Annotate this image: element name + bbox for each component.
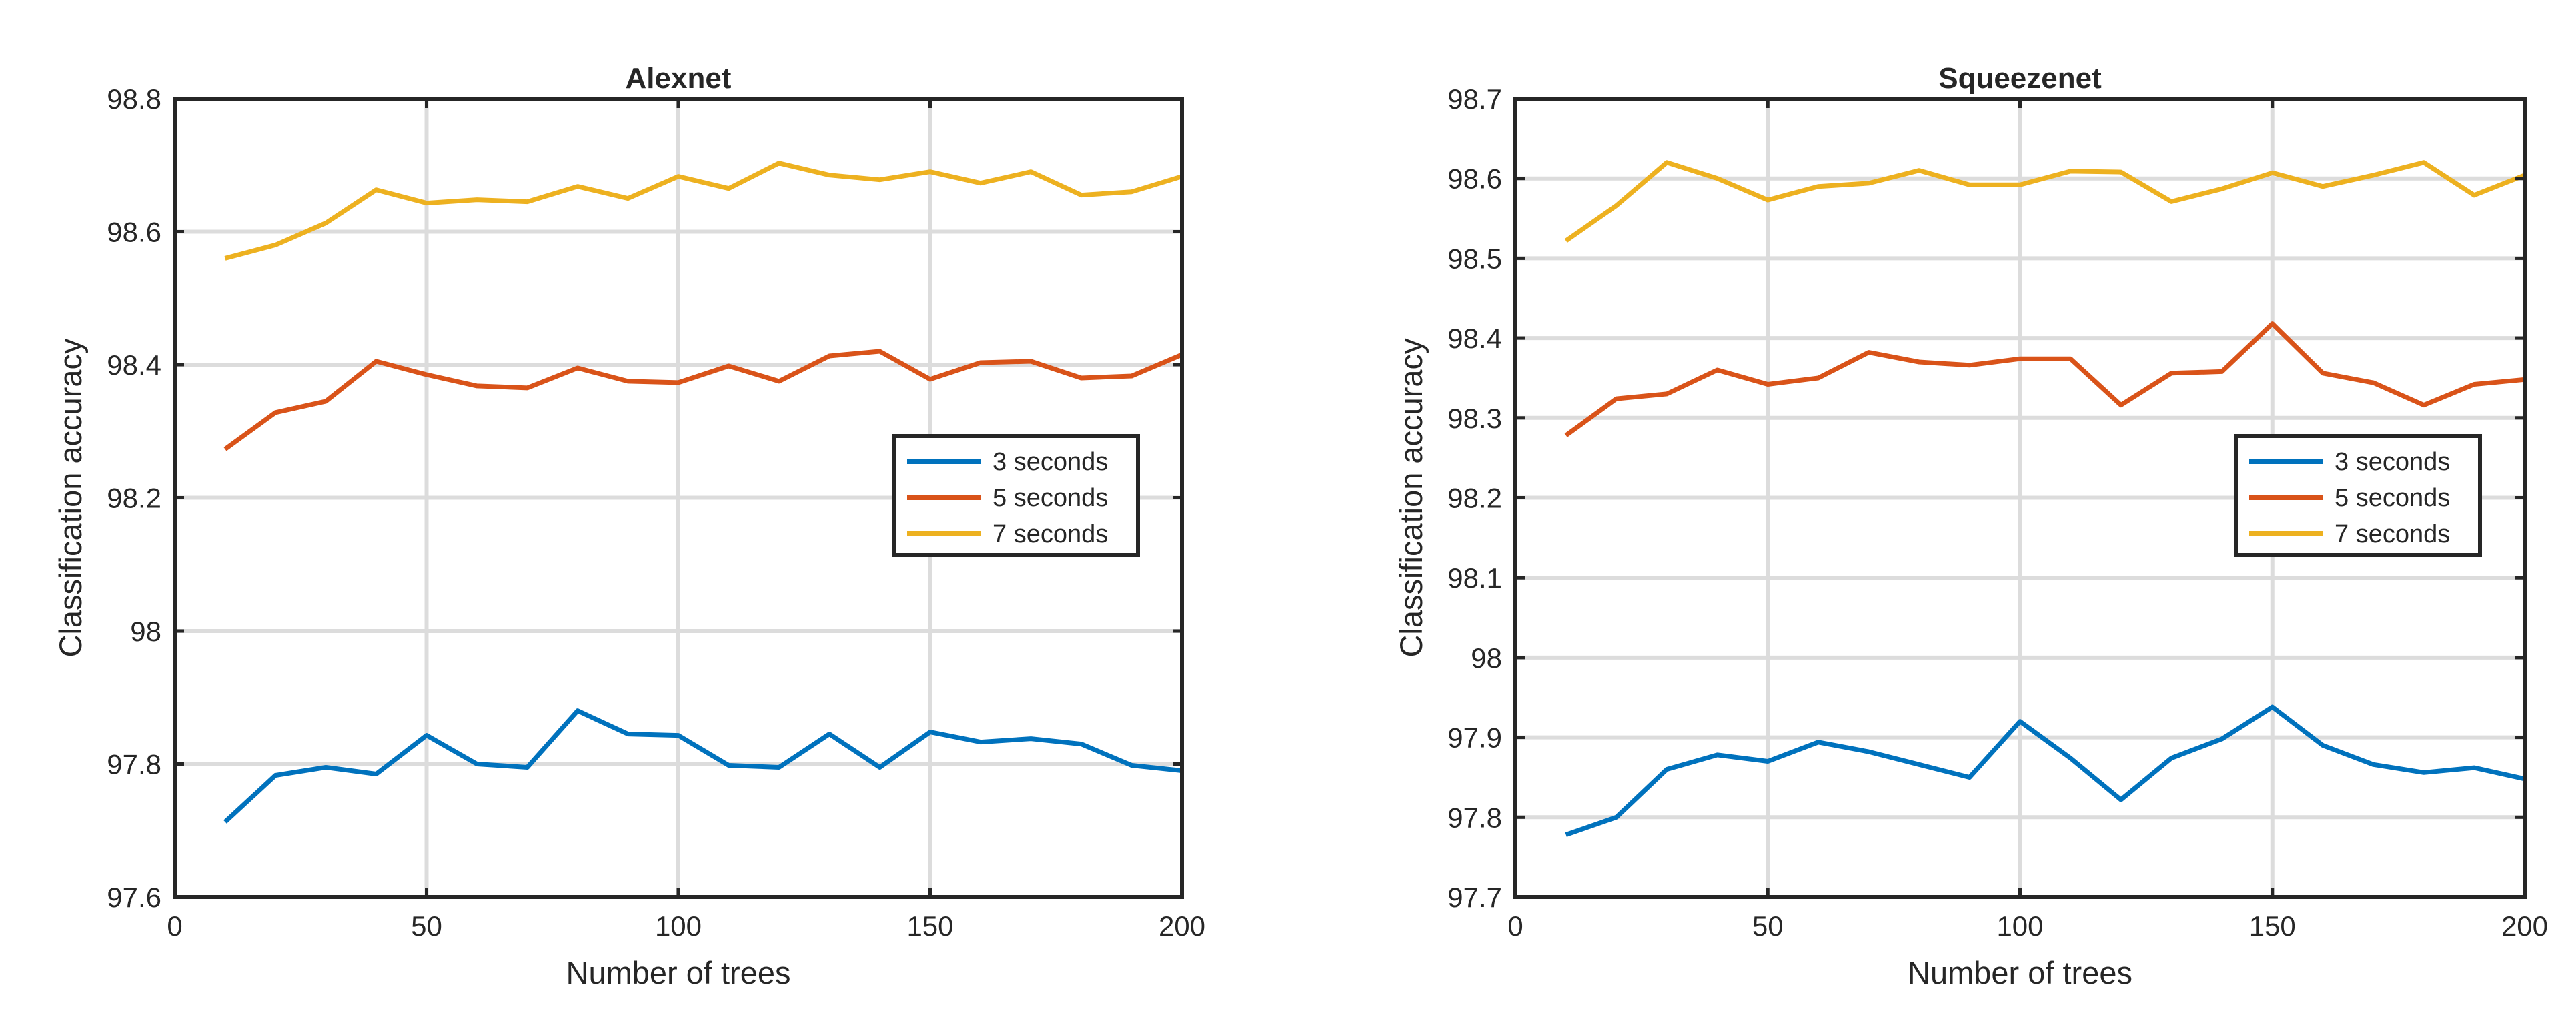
chart-1: 0 50 100 150 200 97.7 97.8 97.9 98 98.1 98.2 98.3 98…	[1393, 62, 2548, 990]
series-line-3s	[223, 708, 1183, 824]
x-tick-label: 200	[1159, 910, 1205, 942]
y-tick-label: 98.6	[107, 217, 161, 248]
y-axis-label: Classification accuracy	[53, 338, 88, 658]
legend-label: 7 seconds	[993, 520, 1108, 548]
y-tick-label: 98.6	[1447, 163, 1502, 195]
series-line-7s	[1564, 160, 2526, 243]
x-tick-label: 150	[2249, 910, 2296, 942]
y-tick-label: 98	[130, 616, 161, 647]
y-tick-label: 97.7	[1447, 882, 1502, 913]
series-line-7s	[224, 161, 1183, 261]
x-axis-label: Number of trees	[1908, 955, 2132, 990]
y-tick-label: 98	[1471, 642, 1502, 674]
y-tick-label: 98.7	[1447, 83, 1502, 115]
x-tick-label: 50	[1752, 910, 1784, 942]
x-tick-label: 0	[167, 910, 182, 942]
x-tick-label: 200	[2501, 910, 2548, 942]
y-tick-label: 97.9	[1447, 722, 1502, 754]
y-tick-label: 97.8	[1447, 802, 1502, 833]
y-tick-label: 98.1	[1447, 562, 1502, 594]
y-tick-label: 98.5	[1447, 243, 1502, 274]
legend-label: 3 seconds	[993, 448, 1108, 476]
x-tick-label: 100	[1996, 910, 2043, 942]
x-tick-label: 50	[411, 910, 442, 942]
legend-label: 5 seconds	[2335, 484, 2450, 512]
legend: 3 seconds 5 seconds 7 seconds	[892, 434, 1140, 557]
y-tick-label: 97.8	[107, 749, 161, 780]
series-line-5s	[1564, 321, 2525, 437]
y-tick-label: 97.6	[107, 882, 161, 913]
series-line-3s	[1565, 704, 2525, 837]
chart-title: Alexnet	[626, 62, 732, 95]
x-tick-label: 150	[906, 910, 953, 942]
legend: 3 seconds 5 seconds 7 seconds	[2234, 434, 2482, 557]
y-axis-label: Classification accuracy	[1393, 338, 1429, 658]
legend-label: 7 seconds	[2335, 520, 2450, 548]
legend-label: 5 seconds	[993, 484, 1108, 512]
chart-0: 0 50 100 150 200 97.6 97.8 98 98.2 98.4 98.6 98.8 Al…	[53, 62, 1205, 990]
y-tick-label: 98.8	[107, 83, 161, 115]
y-tick-label: 98.4	[107, 349, 161, 381]
y-tick-label: 98.2	[1447, 483, 1502, 514]
y-tick-label: 98.3	[1447, 403, 1502, 434]
x-axis-label: Number of trees	[566, 955, 791, 990]
chart-title: Squeezenet	[1938, 62, 2102, 95]
x-tick-label: 0	[1507, 910, 1523, 942]
x-tick-label: 100	[655, 910, 702, 942]
y-tick-label: 98.4	[1447, 323, 1502, 354]
series-line-5s	[223, 349, 1183, 451]
y-tick-label: 98.2	[107, 483, 161, 514]
legend-label: 3 seconds	[2335, 448, 2450, 476]
